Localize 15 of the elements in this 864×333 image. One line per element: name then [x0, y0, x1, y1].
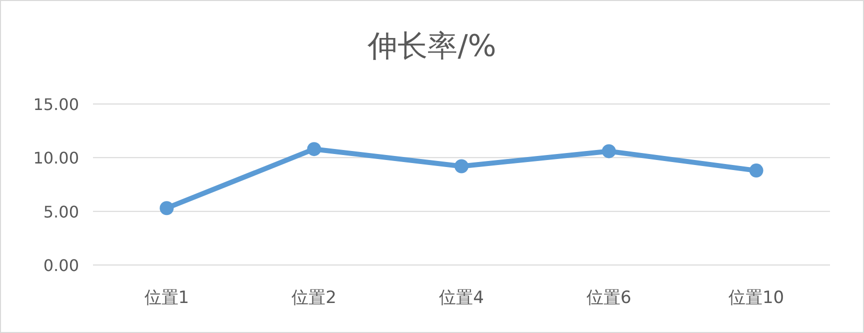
x-tick-label: 位置4: [439, 288, 484, 308]
x-tick-label: 位置10: [728, 288, 784, 308]
y-tick-label: 15.00: [33, 95, 79, 114]
x-tick-label: 位置6: [586, 288, 632, 308]
point: [749, 164, 764, 178]
y-tick-label: 10.00: [33, 148, 79, 168]
y-tick-label: 5.00: [43, 202, 79, 222]
point: [454, 159, 468, 174]
point: [602, 144, 616, 158]
point: [160, 201, 174, 216]
x-tick-label: 位置1: [144, 288, 190, 308]
point: [307, 142, 322, 156]
y-tick-label: 0.00: [43, 256, 79, 275]
chart-title: 伸长率/%: [366, 29, 496, 64]
x-tick-label: 位置2: [292, 288, 337, 308]
